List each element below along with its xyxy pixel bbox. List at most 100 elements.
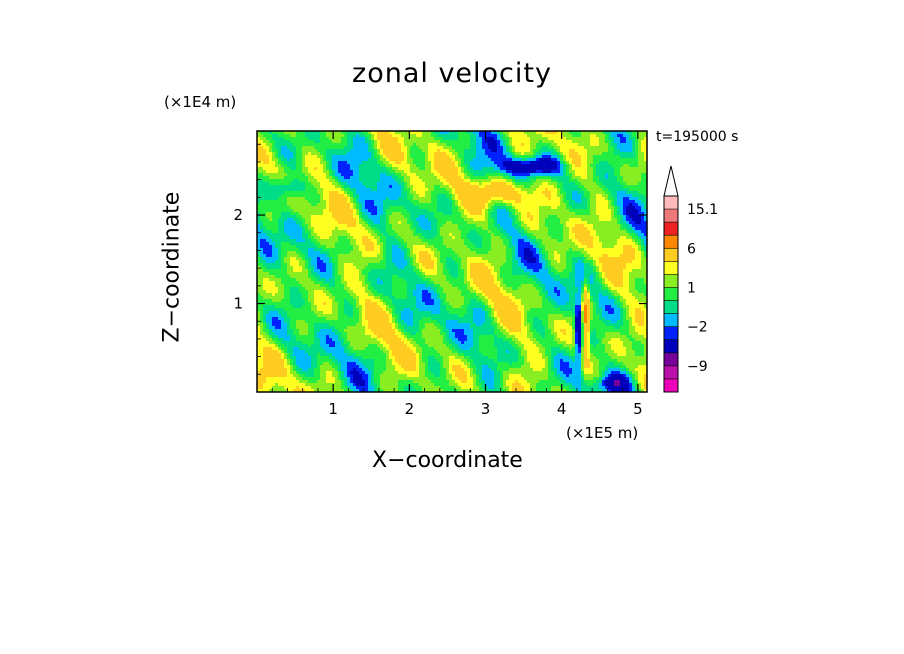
heatmap-cell xyxy=(638,242,642,246)
heatmap-cell xyxy=(362,164,366,168)
heatmap-cell xyxy=(383,227,387,231)
heatmap-cell xyxy=(305,164,309,168)
heatmap-cell xyxy=(347,233,351,237)
heatmap-cell xyxy=(557,191,561,195)
heatmap-cell xyxy=(428,236,432,240)
heatmap-cell xyxy=(275,206,279,210)
heatmap-cell xyxy=(563,200,567,204)
heatmap-cell xyxy=(476,215,480,219)
heatmap-cell xyxy=(569,167,573,171)
heatmap-cell xyxy=(524,164,528,168)
heatmap-cell xyxy=(344,140,348,144)
heatmap-cell xyxy=(347,143,351,147)
heatmap-cell xyxy=(413,161,417,165)
heatmap-cell xyxy=(458,149,462,153)
heatmap-cell xyxy=(587,236,591,240)
heatmap-cell xyxy=(581,242,585,246)
heatmap-cell xyxy=(533,224,537,228)
heatmap-cell xyxy=(365,227,369,231)
heatmap-field xyxy=(257,131,647,392)
heatmap-cell xyxy=(395,176,399,180)
heatmap-cell xyxy=(281,182,285,186)
heatmap-cell xyxy=(476,236,480,240)
heatmap-cell xyxy=(344,206,348,210)
heatmap-cell xyxy=(587,206,591,210)
heatmap-cell xyxy=(599,143,603,147)
heatmap-cell xyxy=(338,179,342,183)
heatmap-cell xyxy=(518,176,522,180)
heatmap-cell xyxy=(581,194,585,198)
heatmap-cell xyxy=(554,236,558,240)
heatmap-cell xyxy=(470,224,474,228)
heatmap-cell xyxy=(500,179,504,183)
heatmap-cell xyxy=(452,230,456,234)
heatmap-cell xyxy=(443,131,447,135)
heatmap-cell xyxy=(587,167,591,171)
heatmap-cell xyxy=(596,149,600,153)
heatmap-cell xyxy=(329,173,333,177)
heatmap-cell xyxy=(611,137,615,141)
heatmap-cell xyxy=(530,239,534,243)
heatmap-cell xyxy=(371,182,375,186)
heatmap-cell xyxy=(353,230,357,234)
heatmap-cell xyxy=(569,212,573,216)
heatmap-cell xyxy=(608,143,612,147)
heatmap-cell xyxy=(368,155,372,159)
heatmap-cell xyxy=(584,221,588,225)
heatmap-cell xyxy=(392,185,396,189)
heatmap-cell xyxy=(590,191,594,195)
heatmap-cell xyxy=(323,143,327,147)
heatmap-cell xyxy=(512,140,516,144)
heatmap-cell xyxy=(536,164,540,168)
heatmap-cell xyxy=(509,239,513,243)
heatmap-cell xyxy=(533,227,537,231)
heatmap-cell xyxy=(485,194,489,198)
heatmap-cell xyxy=(527,236,531,240)
heatmap-cell xyxy=(395,194,399,198)
heatmap-cell xyxy=(461,215,465,219)
heatmap-cell xyxy=(482,236,486,240)
heatmap-cell xyxy=(431,191,435,195)
heatmap-cell xyxy=(299,191,303,195)
heatmap-cell xyxy=(392,221,396,225)
heatmap-cell xyxy=(512,191,516,195)
heatmap-cell xyxy=(623,143,627,147)
heatmap-cell xyxy=(602,233,606,237)
heatmap-cell xyxy=(350,236,354,240)
heatmap-cell xyxy=(521,197,525,201)
heatmap-cell xyxy=(476,140,480,144)
heatmap-cell xyxy=(491,230,495,234)
heatmap-cell xyxy=(338,143,342,147)
heatmap-cell xyxy=(464,176,468,180)
heatmap-cell xyxy=(623,170,627,174)
heatmap-cell xyxy=(281,131,285,135)
heatmap-cell xyxy=(290,218,294,222)
heatmap-cell xyxy=(500,194,504,198)
heatmap-cell xyxy=(503,212,507,216)
heatmap-cell xyxy=(455,209,459,213)
heatmap-cell xyxy=(623,191,627,195)
heatmap-cell xyxy=(551,173,555,177)
heatmap-cell xyxy=(266,212,270,216)
heatmap-cell xyxy=(269,212,273,216)
heatmap-cell xyxy=(296,164,300,168)
heatmap-cell xyxy=(512,158,516,162)
heatmap-cell xyxy=(578,191,582,195)
heatmap-cell xyxy=(437,185,441,189)
heatmap-cell xyxy=(644,206,647,210)
heatmap-cell xyxy=(323,197,327,201)
heatmap-cell xyxy=(341,224,345,228)
heatmap-cell xyxy=(293,176,297,180)
heatmap-cell xyxy=(485,143,489,147)
heatmap-cell xyxy=(314,197,318,201)
heatmap-cell xyxy=(560,185,564,189)
heatmap-cell xyxy=(497,155,501,159)
heatmap-cell xyxy=(551,185,555,189)
heatmap-cell xyxy=(416,134,420,138)
heatmap-cell xyxy=(422,149,426,153)
heatmap-cell xyxy=(446,233,450,237)
heatmap-cell xyxy=(557,170,561,174)
heatmap-cell xyxy=(353,188,357,192)
heatmap-cell xyxy=(284,239,288,243)
heatmap-cell xyxy=(353,224,357,228)
